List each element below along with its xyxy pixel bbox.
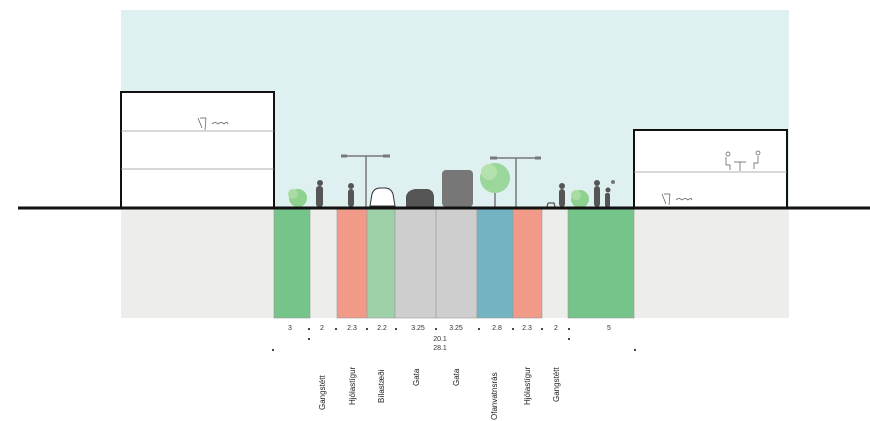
- zone-label: Hjólastígur: [348, 366, 357, 405]
- width-value: 5: [607, 325, 611, 332]
- zone-water: [476, 207, 514, 319]
- dimension-tick: [307, 337, 311, 341]
- building-right: [633, 129, 788, 209]
- dimension-tick: [511, 327, 515, 331]
- zone-road-1: [394, 207, 437, 319]
- office-worker-icon: [197, 117, 229, 131]
- width-value: 2.3: [522, 325, 532, 332]
- total-inner-width: 20.1: [433, 336, 447, 343]
- zone-label: Gangstétt: [552, 367, 561, 402]
- dimension-tick: [540, 327, 544, 331]
- car-parked: [369, 187, 396, 207]
- zone-label: Hjólastígur: [523, 366, 532, 405]
- dimension-tick: [633, 348, 637, 352]
- street-lamp-left: [341, 154, 390, 207]
- width-value: 2: [554, 325, 558, 332]
- dimension-tick: [477, 327, 481, 331]
- building-left: [120, 91, 275, 209]
- zone-green-right: [567, 207, 635, 319]
- zone-bike-right: [512, 207, 543, 319]
- dimension-tick: [567, 337, 571, 341]
- dimension-tick: [434, 327, 438, 331]
- shrub-right: [571, 190, 589, 208]
- dimension-tick: [394, 327, 398, 331]
- pedestrian-figures: [316, 180, 615, 208]
- dimension-tick: [567, 327, 571, 331]
- office-worker-right-icon: [661, 193, 693, 206]
- width-value: 3: [288, 325, 292, 332]
- zone-label: Ofanvatnsrás: [490, 372, 499, 420]
- width-value: 3.25: [449, 325, 463, 332]
- zone-bike-left: [336, 207, 368, 319]
- zone-green-left: [273, 207, 311, 319]
- dimension-tick: [307, 327, 311, 331]
- width-value: 2: [320, 325, 324, 332]
- total-overall-width: 28.1: [433, 345, 447, 352]
- car-road: [406, 189, 434, 207]
- street-lamp-right: [490, 156, 541, 207]
- zone-label: Gata: [412, 368, 421, 386]
- dimension-tick: [334, 327, 338, 331]
- zone-road-2: [435, 207, 478, 319]
- shrub-left: [288, 189, 307, 207]
- zone-label: Bílastæði: [377, 369, 386, 403]
- dimension-tick: [365, 327, 369, 331]
- bus-road: [442, 170, 473, 207]
- width-value: 2.3: [347, 325, 357, 332]
- dimension-tick: [271, 348, 275, 352]
- width-value: 2.2: [377, 325, 387, 332]
- width-value: 2.8: [492, 325, 502, 332]
- width-value: 3.25: [411, 325, 425, 332]
- zone-label: Gangstétt: [318, 375, 327, 410]
- zone-parking: [366, 207, 396, 319]
- zone-label: Gata: [452, 368, 461, 386]
- tree-median: [480, 163, 510, 207]
- cafe-people-icon: [725, 150, 761, 171]
